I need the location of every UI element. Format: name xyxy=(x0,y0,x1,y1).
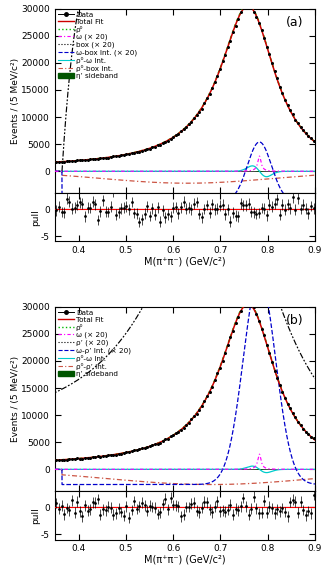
X-axis label: M(π⁺π⁻) (GeV/c²): M(π⁺π⁻) (GeV/c²) xyxy=(144,257,226,267)
Legend: Data, Total Fit, ρ⁰, ω (× 20), ρ’ (× 20), ω-ρ’ Int. (× 20), ρ⁰-ω Int., ρ⁰-ρ’ Int: Data, Total Fit, ρ⁰, ω (× 20), ρ’ (× 20)… xyxy=(57,309,131,378)
Y-axis label: pull: pull xyxy=(31,507,40,523)
Y-axis label: Events / (5 MeV/c²): Events / (5 MeV/c²) xyxy=(11,356,20,442)
Legend: Data, Total Fit, ρ⁰, ω (× 20), box (× 20), ω-box Int. (× 20), ρ⁰-ω Int., ρ⁰-box : Data, Total Fit, ρ⁰, ω (× 20), box (× 20… xyxy=(57,11,138,80)
Text: (a): (a) xyxy=(286,16,303,29)
X-axis label: M(π⁺π⁻) (GeV/c²): M(π⁺π⁻) (GeV/c²) xyxy=(144,555,226,565)
Text: (b): (b) xyxy=(286,314,303,327)
Y-axis label: pull: pull xyxy=(31,209,40,226)
Y-axis label: Events / (5 MeV/c²): Events / (5 MeV/c²) xyxy=(11,58,20,144)
